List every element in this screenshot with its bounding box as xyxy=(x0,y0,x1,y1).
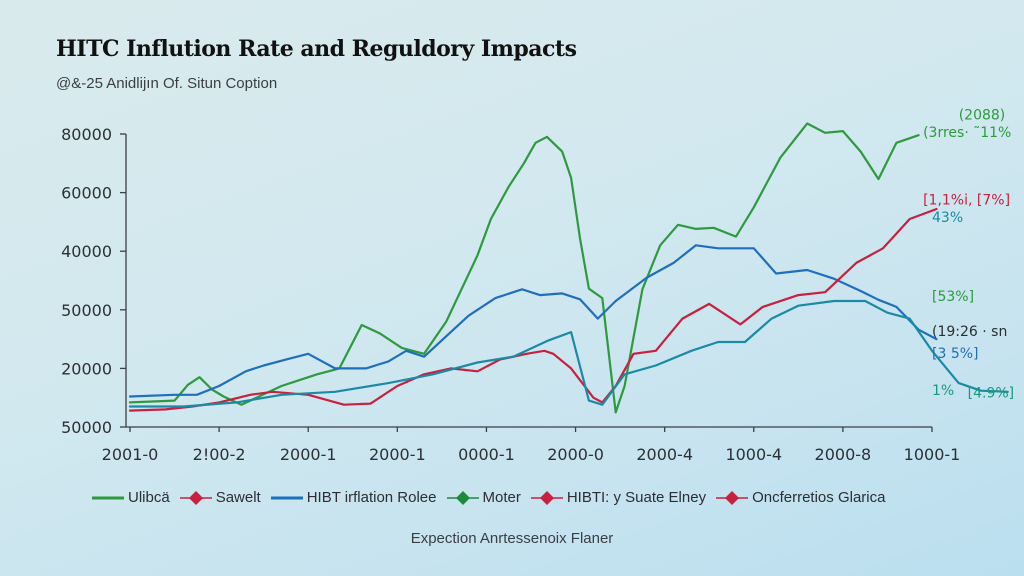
x-tick-label: 2!00-2 xyxy=(193,445,246,464)
legend-label: HIBT irflation Rolee xyxy=(306,489,437,506)
annotation-label: 43% xyxy=(932,210,963,226)
y-tick-label: 50000 xyxy=(61,301,112,320)
legend-item: HIBT irflation Rolee xyxy=(269,489,437,506)
annotation-label: [3 5%] xyxy=(932,346,979,362)
legend-item: Oncferretios Glarica xyxy=(714,489,885,506)
x-tick-label: 0000-1 xyxy=(458,445,515,464)
legend-label: HIBTI: y Suate Elney xyxy=(566,489,707,506)
legend: Ulibcä Sawelt HIBT irflation Rolee Moter HIB… xyxy=(90,489,885,506)
series-line-green xyxy=(128,122,920,414)
x-tick-label: 1000-4 xyxy=(725,445,782,464)
annotation-label: [53%] xyxy=(932,289,974,305)
y-tick-label: 80000 xyxy=(61,125,112,144)
x-tick-label: 1000-1 xyxy=(904,445,961,464)
x-tick-label: 2001-0 xyxy=(102,445,159,464)
y-tick-label: 60000 xyxy=(61,184,112,203)
annotations-group: (2088) (3rres· ˜11% [1,1%i, [7%] 43% [53%] (1… xyxy=(923,107,1014,401)
annotation-label: [1,1%i, [7%] xyxy=(923,192,1010,208)
legend-item: Moter xyxy=(445,489,521,506)
x-tick-label: 2000-1 xyxy=(369,445,426,464)
legend-item: Ulibcä xyxy=(90,489,170,506)
x-tick-label: 2000-1 xyxy=(280,445,337,464)
chart-subtitle: @&-25 Anidlijın Of. Situn Coption xyxy=(56,75,278,92)
legend-item: HIBTI: y Suate Elney xyxy=(529,489,706,506)
x-tick-label: 2000-8 xyxy=(815,445,872,464)
legend-label: Moter xyxy=(482,489,521,506)
y-tick-label: 40000 xyxy=(61,242,112,261)
line-marker-icon xyxy=(92,496,124,499)
legend-item: Sawelt xyxy=(178,489,261,506)
diamond-marker-icon xyxy=(530,490,563,505)
y-tick-label: 50000 xyxy=(61,418,112,437)
diamond-marker-icon xyxy=(716,490,749,505)
y-tick-label: 20000 xyxy=(61,359,112,378)
annotation-label: [4.9%] xyxy=(968,386,1015,402)
annotation-label: (3rres· ˜11% xyxy=(923,125,1011,141)
x-tick-label: 2000-4 xyxy=(636,445,693,464)
series-line-red xyxy=(128,207,938,412)
x-axis-caption: Expection Anrtessenoix Flaner xyxy=(410,530,614,547)
legend-label: Oncferretios Glarica xyxy=(752,489,886,506)
series-line-teal xyxy=(128,299,1009,408)
legend-label: Ulibcä xyxy=(128,489,170,506)
chart-title: HITC Inflution Rate and Reguldory Impact… xyxy=(56,36,577,62)
x-tick-label: 2000-0 xyxy=(547,445,604,464)
annotation-label: 1% xyxy=(932,383,954,399)
diamond-marker-icon xyxy=(179,490,212,505)
legend-label: Sawelt xyxy=(215,489,261,506)
diamond-marker-icon xyxy=(446,490,479,505)
series-group xyxy=(128,122,1009,414)
axes: 50000 20000 50000 40000 60000 80000 2001-0 2!00… xyxy=(61,125,960,464)
line-marker-icon xyxy=(270,496,303,499)
annotation-label: (2088) xyxy=(959,107,1006,123)
annotation-label: (19:26 · sn xyxy=(932,324,1007,340)
series-line-blue xyxy=(128,244,938,398)
